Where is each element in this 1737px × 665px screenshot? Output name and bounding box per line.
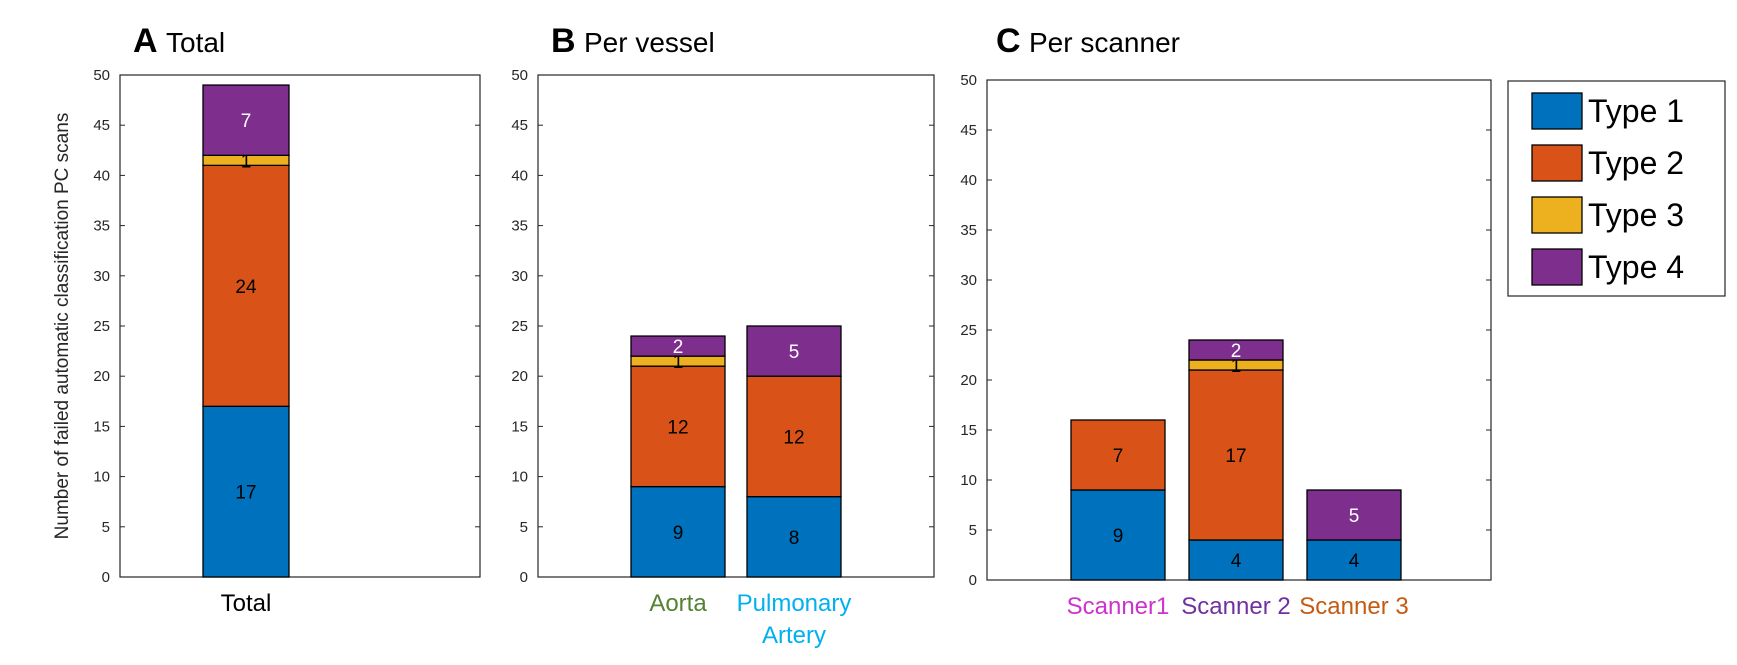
y-tick-label: 5 [102, 519, 110, 536]
y-tick-label: 30 [93, 268, 110, 285]
panel-title: Per vessel [584, 27, 715, 58]
bar-segment-type-4 [630, 335, 726, 357]
x-tick-label: Pulmonary Artery [737, 590, 852, 649]
data-label: 12 [783, 427, 804, 448]
data-label: 1 [673, 352, 684, 373]
y-tick-label: 25 [93, 318, 110, 335]
data-label: 7 [1113, 446, 1124, 467]
y-tick-label: 50 [93, 67, 110, 84]
y-tick-label: 10 [960, 472, 977, 489]
y-tick-label: 35 [511, 218, 528, 235]
bar-segment-type-2 [630, 365, 726, 488]
data-label: 4 [1349, 551, 1360, 572]
y-tick-label: 20 [960, 372, 977, 389]
panel-title: Total [166, 27, 225, 58]
legend-label: Type 2 [1588, 145, 1684, 181]
y-tick-label: 40 [960, 172, 977, 189]
legend-swatch-type-4 [1531, 248, 1583, 286]
data-label: 24 [235, 277, 257, 298]
y-tick-label: 10 [93, 469, 110, 486]
legend-label: Type 4 [1588, 249, 1684, 285]
x-tick-label: Scanner1 [1067, 593, 1170, 620]
bar-segment-type-1 [746, 496, 842, 578]
data-label: 12 [667, 417, 688, 438]
data-label: 1 [241, 151, 252, 172]
legend-swatch-type-2 [1531, 144, 1583, 182]
panel-c: C Per scanner0510152025303540455097Scanne… [960, 22, 1492, 620]
y-tick-label: 15 [511, 418, 528, 435]
y-tick-label: 0 [969, 572, 977, 589]
y-tick-label: 0 [520, 569, 528, 586]
y-axis-label: Number of failed automatic classificatio… [52, 113, 73, 540]
bar-segment-type-4 [202, 84, 290, 156]
bar-segment-type-2 [746, 375, 842, 498]
data-label: 5 [1349, 506, 1360, 527]
y-tick-label: 30 [511, 268, 528, 285]
panel-letter-a: A [133, 22, 158, 60]
panel-title: Per scanner [1029, 27, 1180, 58]
axes-box [537, 74, 935, 578]
y-tick-label: 5 [520, 519, 528, 536]
y-tick-label: 15 [93, 418, 110, 435]
data-label: 2 [1231, 341, 1242, 362]
data-label: 2 [673, 337, 684, 358]
panel-letter-b: B [551, 22, 576, 60]
legend-swatch-type-1 [1531, 92, 1583, 130]
y-tick-label: 20 [93, 368, 110, 385]
bar-segment-type-2 [1188, 369, 1284, 541]
data-label: 8 [789, 528, 800, 549]
bar-segment-type-4 [1306, 489, 1402, 541]
y-tick-label: 10 [511, 469, 528, 486]
bar-segment-type-2 [1070, 419, 1166, 491]
y-tick-label: 45 [93, 117, 110, 134]
data-label: 5 [789, 342, 800, 363]
y-tick-label: 35 [960, 222, 977, 239]
y-tick-label: 50 [960, 72, 977, 89]
x-tick-label: Aorta [649, 590, 707, 617]
bar-segment-type-4 [1188, 339, 1284, 361]
y-tick-label: 50 [511, 67, 528, 84]
x-tick-label: Total [221, 590, 272, 617]
bar-segment-type-2 [202, 164, 290, 407]
legend-swatch-type-3 [1531, 196, 1583, 234]
y-tick-label: 25 [960, 322, 977, 339]
legend-label: Type 3 [1588, 197, 1684, 233]
data-label: 17 [235, 483, 256, 504]
y-tick-label: 35 [93, 218, 110, 235]
legend: Type 1 Type 2 Type 3 Type 4 [1507, 80, 1726, 297]
data-label: 9 [1113, 526, 1124, 547]
bar-segment-type-1 [630, 485, 726, 578]
bar-segment-type-4 [746, 325, 842, 377]
y-tick-label: 40 [93, 167, 110, 184]
data-label: 4 [1231, 551, 1242, 572]
bar-segment-type-1 [1188, 539, 1284, 581]
data-label: 1 [1231, 356, 1242, 377]
y-tick-label: 15 [960, 422, 977, 439]
bar-segment-type-1 [1070, 489, 1166, 581]
y-tick-label: 25 [511, 318, 528, 335]
data-label: 7 [241, 111, 252, 132]
y-tick-label: 45 [960, 122, 977, 139]
data-label: 9 [673, 523, 684, 544]
y-tick-label: 40 [511, 167, 528, 184]
y-tick-label: 5 [969, 522, 977, 539]
y-tick-label: 0 [102, 569, 110, 586]
bar-segment-type-1 [1306, 539, 1402, 581]
x-tick-label: Scanner 2 [1181, 593, 1290, 620]
y-tick-label: 45 [511, 117, 528, 134]
legend-label: Type 1 [1588, 93, 1684, 129]
axes-box [119, 74, 481, 578]
bar-segment-type-1 [202, 405, 290, 578]
y-tick-label: 30 [960, 272, 977, 289]
data-label: 17 [1225, 446, 1246, 467]
panel-b: B Per vessel0510152025303540455091212Aort… [511, 22, 935, 649]
x-tick-label: Scanner 3 [1299, 593, 1408, 620]
y-tick-label: 20 [511, 368, 528, 385]
panel-letter-c: C [996, 22, 1021, 60]
panel-a: A Total 0 5 10 15 20 25 30 35 40 45 50 Number of fail… [52, 22, 481, 617]
